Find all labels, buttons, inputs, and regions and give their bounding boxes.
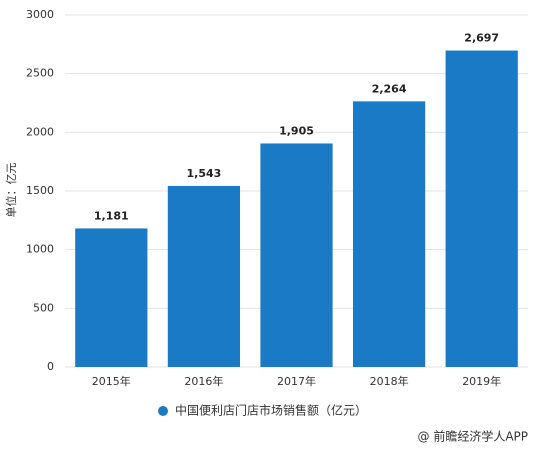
x-tick-label: 2018年	[370, 374, 409, 388]
value-label: 2,264	[372, 82, 407, 95]
bar	[445, 50, 518, 367]
legend-label: 中国便利店门店市场销售额（亿元）	[175, 403, 367, 418]
value-label: 1,905	[279, 124, 314, 137]
y-tick-label: 2000	[26, 125, 54, 138]
bar	[167, 185, 241, 367]
y-tick-label: 1500	[26, 184, 54, 197]
y-tick-label: 2500	[26, 67, 54, 80]
value-label: 2,697	[464, 32, 499, 45]
y-tick-label: 0	[47, 360, 54, 373]
y-tick-label: 3000	[26, 8, 54, 21]
y-tick-label: 500	[33, 301, 54, 314]
bar	[260, 143, 333, 367]
source: @ 前瞻经济学人APP	[418, 429, 529, 444]
value-label: 1,181	[94, 209, 129, 222]
bar	[352, 101, 426, 367]
legend-marker	[158, 406, 168, 416]
x-tick-label: 2016年	[184, 374, 223, 388]
y-axis-label: 单位：亿元	[4, 163, 18, 218]
x-tick-label: 2017年	[277, 374, 316, 388]
value-label: 1,543	[187, 167, 222, 180]
x-tick-label: 2019年	[462, 374, 501, 388]
x-tick-label: 2015年	[92, 374, 131, 388]
bar	[75, 228, 148, 367]
y-tick-label: 1000	[26, 243, 54, 256]
